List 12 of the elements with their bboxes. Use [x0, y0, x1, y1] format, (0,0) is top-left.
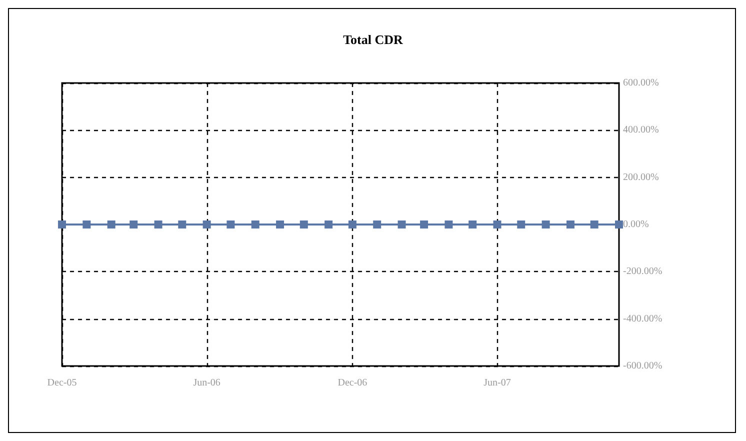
- chart-title: Total CDR: [343, 32, 404, 47]
- y-tick-label: 400.00%: [623, 124, 659, 136]
- y-tick-label: 200.00%: [623, 172, 659, 183]
- x-tick-label: Dec-06: [338, 378, 368, 388]
- x-tick-label: Dec-05: [47, 378, 77, 388]
- x-tick-label: Jun-07: [484, 378, 511, 388]
- y-tick-label: -400.00%: [623, 313, 662, 324]
- x-tick-label: Jun-06: [193, 378, 220, 388]
- y-tick-label: -200.00%: [623, 266, 662, 278]
- y-tick-label: 600.00%: [623, 78, 659, 88]
- y-tick-label: -600.00%: [623, 360, 662, 372]
- y-tick-label: 0.00%: [623, 219, 649, 230]
